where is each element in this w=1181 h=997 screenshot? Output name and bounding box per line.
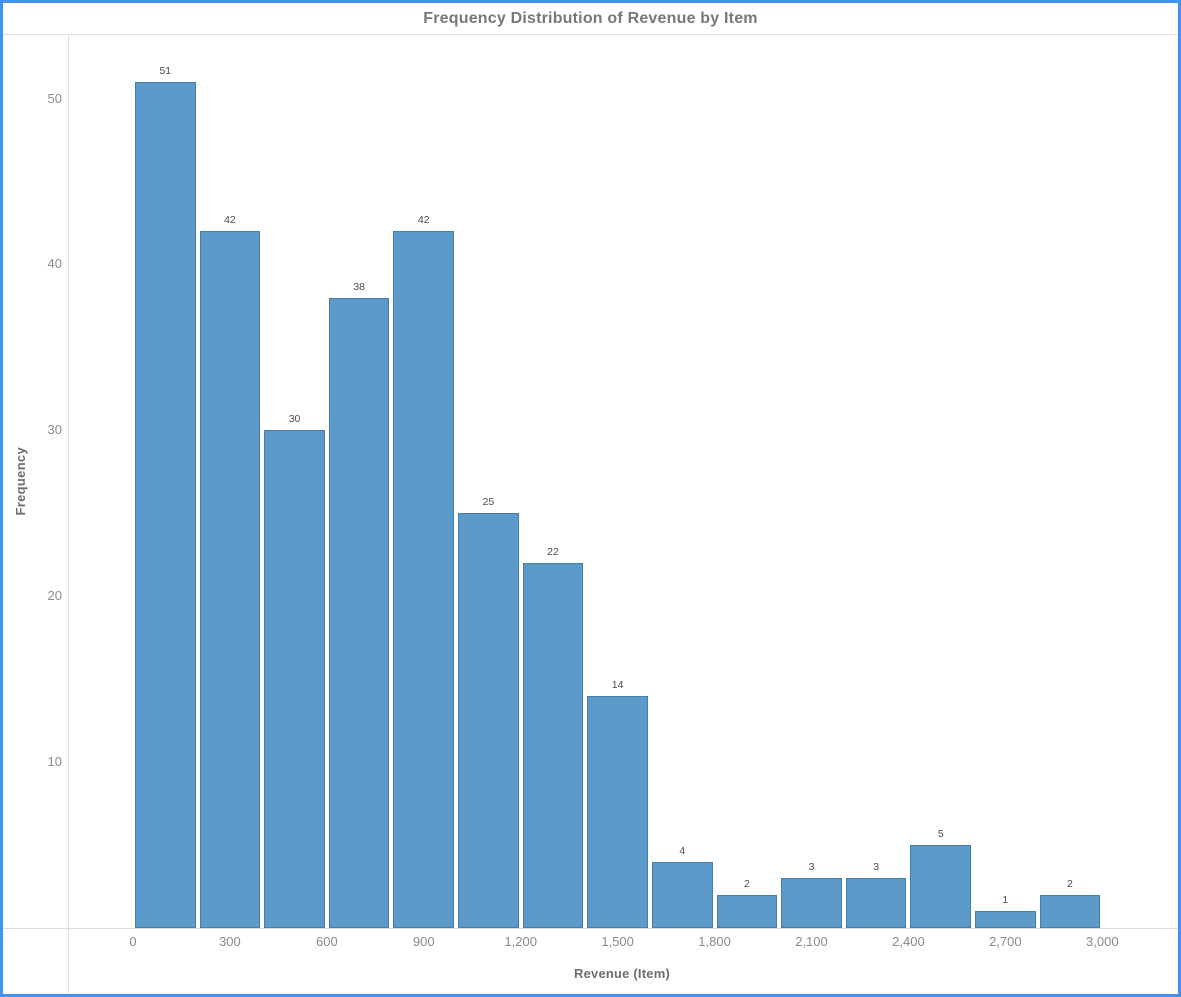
y-tick-label: 30 (47, 422, 62, 438)
bar-value-label: 3 (873, 861, 880, 874)
title-divider-line (3, 34, 1178, 35)
histogram-bar[interactable] (781, 878, 842, 928)
histogram-bar[interactable] (328, 297, 390, 928)
bar-value-label: 5 (937, 828, 944, 841)
bar-value-label: 22 (547, 546, 559, 559)
histogram-bar[interactable] (910, 845, 972, 928)
x-tick-label: 900 (412, 934, 435, 949)
y-tick-label: 20 (47, 588, 62, 604)
bar-value-label: 42 (224, 214, 236, 227)
x-tick-label: 3,000 (1086, 934, 1119, 949)
x-tick-label: 2,700 (989, 934, 1022, 949)
histogram-bar[interactable] (458, 513, 519, 928)
x-axis-title: Revenue (Item) (574, 966, 670, 981)
x-tick-label: 1,200 (504, 934, 537, 949)
histogram-bar[interactable] (393, 231, 455, 928)
y-axis-line (68, 35, 69, 994)
x-axis-line (3, 928, 1178, 929)
y-tick-label: 50 (47, 90, 62, 106)
histogram-bar[interactable] (845, 878, 907, 928)
bar-value-label: 30 (288, 413, 301, 426)
bar-value-label: 3 (808, 861, 815, 874)
histogram-bar[interactable] (135, 81, 196, 928)
histogram-bar[interactable] (1039, 894, 1101, 928)
histogram-bar[interactable] (975, 911, 1036, 928)
y-tick-label: 40 (47, 256, 62, 272)
bar-value-label: 2 (743, 877, 750, 890)
y-axis-title: Frequency (12, 447, 28, 516)
bar-value-label: 42 (417, 214, 430, 227)
bar-value-label: 1 (1002, 894, 1009, 907)
bar-value-label: 4 (679, 844, 686, 857)
histogram-bar[interactable] (264, 430, 325, 928)
x-tick-label: 1,500 (601, 934, 634, 949)
x-tick-label: 2,400 (892, 934, 925, 949)
bar-value-label: 14 (611, 678, 624, 691)
bar-value-label: 25 (482, 496, 495, 509)
histogram-bar[interactable] (716, 894, 778, 928)
histogram-bar[interactable] (199, 231, 261, 928)
x-tick-label: 0 (129, 934, 137, 949)
x-tick-label: 1,800 (698, 934, 731, 949)
histogram-bar[interactable] (587, 695, 648, 928)
y-tick-label: 10 (47, 754, 62, 770)
bar-value-label: 51 (159, 64, 172, 77)
x-tick-label: 300 (219, 934, 241, 949)
x-tick-label: 2,100 (795, 934, 828, 949)
x-tick-label: 600 (316, 934, 338, 949)
histogram-bar[interactable] (651, 861, 713, 928)
bar-value-label: 38 (353, 280, 365, 293)
chart-title: Frequency Distribution of Revenue by Ite… (423, 9, 758, 27)
bar-value-label: 2 (1067, 877, 1073, 890)
chart-title-bar: Frequency Distribution of Revenue by Ite… (3, 3, 1178, 34)
histogram-bar[interactable] (522, 563, 584, 928)
